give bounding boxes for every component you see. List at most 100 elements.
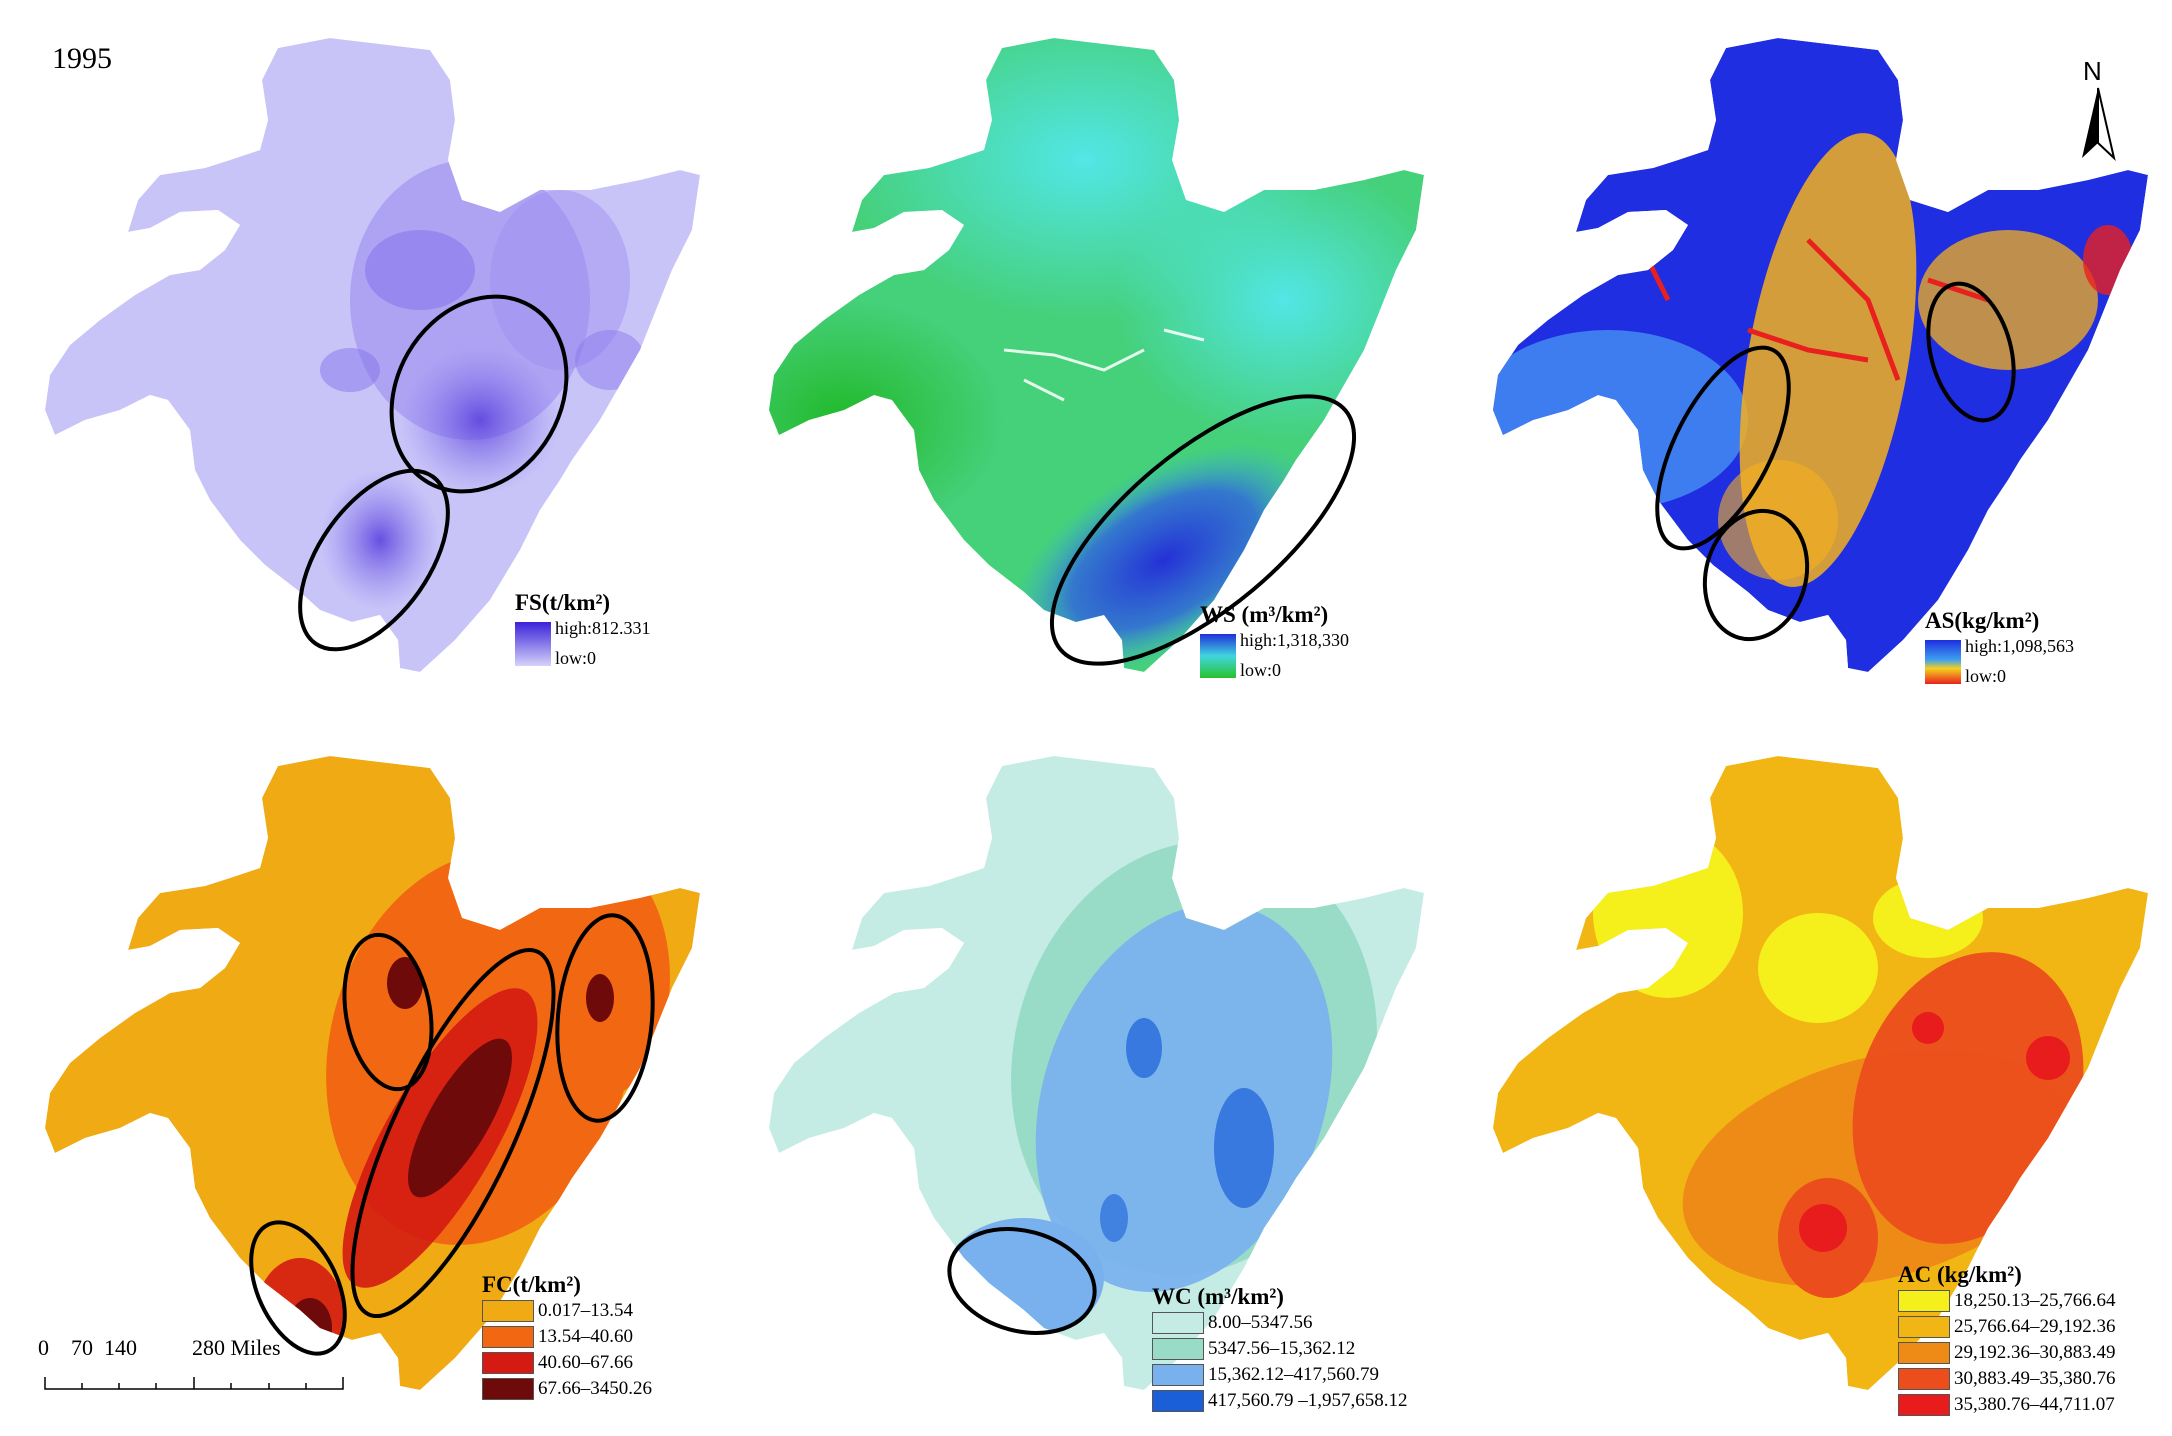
as-highlight-ellipse-3 xyxy=(1926,281,2016,423)
wc-legend-title: WC (m³/km²) xyxy=(1152,1284,1284,1309)
ws-south-blue xyxy=(1010,444,1318,672)
ac-map-panel xyxy=(1448,718,2172,1436)
as-map xyxy=(1493,38,2148,672)
fc-highlight-ellipse-3 xyxy=(555,913,655,1123)
ws-legend: WS (m³/km²) high:1,318,330 low:0 xyxy=(1200,602,1349,680)
north-arrow-icon xyxy=(2082,87,2116,161)
as-east-orange xyxy=(1918,230,2098,370)
fc-highlight-ellipse-4 xyxy=(249,1220,347,1356)
fc-highlight-ellipse-2 xyxy=(350,947,556,1319)
fc-swatch xyxy=(482,1300,534,1322)
fc-class-label: 67.66–3450.26 xyxy=(538,1378,652,1399)
ac-legend-row: 18,250.13–25,766.64 xyxy=(1898,1288,2116,1314)
fs-highlight-ellipse-2 xyxy=(298,468,450,652)
fs-map-panel xyxy=(0,0,724,718)
ac-swatch xyxy=(1898,1342,1950,1364)
wc-legend: WC (m³/km²) 8.00–5347.56 5347.56–15,362.… xyxy=(1152,1284,1408,1414)
ac-red-hotspot-2 xyxy=(2026,1036,2070,1080)
ac-yellow-zone-1 xyxy=(1593,828,1743,998)
scale-bar-labels: 0 70 140 280 Miles xyxy=(38,1335,281,1361)
wc-legend-row: 5347.56–15,362.12 xyxy=(1152,1336,1408,1362)
fc-legend-row: 67.66–3450.26 xyxy=(482,1376,652,1402)
ws-legend-low: low:0 xyxy=(1240,660,1282,680)
wc-class-label: 8.00–5347.56 xyxy=(1208,1312,1313,1333)
scale-tick-0: 0 xyxy=(38,1335,49,1360)
ac-legend: AC (kg/km²) 18,250.13–25,766.64 25,766.6… xyxy=(1898,1262,2116,1418)
fc-swatch xyxy=(482,1326,534,1348)
ws-highlight-ellipse xyxy=(1049,394,1357,666)
scale-tick-280: 280 Miles xyxy=(192,1335,281,1360)
ac-legend-row: 29,192.36–30,883.49 xyxy=(1898,1340,2116,1366)
ws-legend-high: high:1,318,330 xyxy=(1240,630,1350,650)
fc-class-label: 13.54–40.60 xyxy=(538,1326,633,1347)
fc-legend-row: 0.017–13.54 xyxy=(482,1298,652,1324)
wc-legend-row: 15,362.12–417,560.79 xyxy=(1152,1362,1408,1388)
ac-legend-row: 25,766.64–29,192.36 xyxy=(1898,1314,2116,1340)
ac-yellow-zone-3 xyxy=(1873,878,1983,958)
ws-map-panel xyxy=(724,0,1448,718)
as-legend-high: high:1,098,563 xyxy=(1965,636,2075,656)
as-highlight-ellipse-1 xyxy=(1655,345,1791,551)
as-highlight-ellipse-2 xyxy=(1702,508,1810,642)
wc-class-label: 15,362.12–417,560.79 xyxy=(1208,1364,1379,1385)
fc-legend-row: 40.60–67.66 xyxy=(482,1350,652,1376)
fs-north-patch xyxy=(365,230,475,310)
north-arrow-label: N xyxy=(2083,56,2102,86)
ac-class-label: 25,766.64–29,192.36 xyxy=(1954,1316,2116,1337)
scale-bar: 0 70 140 280 Miles xyxy=(38,1335,398,1395)
ac-map xyxy=(1493,756,2148,1390)
fc-darkred-core xyxy=(408,1038,512,1198)
scale-tick-140: 140 xyxy=(104,1335,137,1360)
ac-legend-row: 30,883.49–35,380.76 xyxy=(1898,1366,2116,1392)
ws-color-ramp xyxy=(1200,634,1236,678)
wc-dark-blue-patch xyxy=(1214,1088,1274,1208)
ws-map xyxy=(769,38,1424,672)
fc-legend-title: FC(t/km²) xyxy=(482,1272,581,1297)
fs-color-ramp xyxy=(515,622,551,666)
ac-swatch xyxy=(1898,1316,1950,1338)
fc-map xyxy=(45,756,700,1390)
figure-year: 1995 xyxy=(52,42,112,75)
ac-swatch xyxy=(1898,1290,1950,1312)
fc-legend: FC(t/km²) 0.017–13.54 13.54–40.60 40.60–… xyxy=(482,1272,652,1402)
fc-swatch xyxy=(482,1378,534,1400)
ws-river-lines xyxy=(1003,328,1205,402)
ac-class-label: 35,380.76–44,711.07 xyxy=(1954,1394,2115,1415)
as-legend: AS(kg/km²) high:1,098,563 low:0 xyxy=(1925,608,2074,686)
ac-red-hotspot-1 xyxy=(1912,1012,1944,1044)
as-red-patch xyxy=(1588,240,1610,280)
ac-legend-row: 35,380.76–44,711.07 xyxy=(1898,1392,2116,1418)
ac-class-label: 18,250.13–25,766.64 xyxy=(1954,1290,2116,1311)
wc-class-label: 5347.56–15,362.12 xyxy=(1208,1338,1356,1359)
ws-legend-title: WS (m³/km²) xyxy=(1200,602,1329,627)
fc-legend-row: 13.54–40.60 xyxy=(482,1324,652,1350)
wc-map xyxy=(769,756,1424,1390)
as-west-lightblue xyxy=(1493,330,1748,510)
fs-legend: FS(t/km²) high:812.331 low:0 xyxy=(515,590,651,668)
as-legend-title: AS(kg/km²) xyxy=(1925,608,2040,633)
ws-west-green xyxy=(769,300,1004,540)
fc-class-label: 40.60–67.66 xyxy=(538,1352,633,1373)
fs-legend-title: FS(t/km²) xyxy=(515,590,611,615)
as-red-streaks xyxy=(1557,238,1989,463)
ac-class-label: 30,883.49–35,380.76 xyxy=(1954,1368,2116,1389)
ac-swatch xyxy=(1898,1394,1950,1416)
fc-map-panel xyxy=(0,718,724,1436)
wc-class-label: 417,560.79 –1,957,658.12 xyxy=(1208,1390,1408,1411)
as-map-panel xyxy=(1448,0,2172,718)
wc-swatch xyxy=(1152,1312,1204,1334)
fs-highlight-ellipse-1 xyxy=(389,294,569,494)
wc-swatch xyxy=(1152,1390,1204,1412)
fs-legend-high: high:812.331 xyxy=(555,618,651,638)
scale-tick-70: 70 xyxy=(71,1335,93,1360)
wc-highlight-ellipse xyxy=(947,1227,1097,1335)
wc-legend-row: 417,560.79 –1,957,658.12 xyxy=(1152,1388,1408,1414)
wc-swatch xyxy=(1152,1338,1204,1360)
ac-legend-title: AC (kg/km²) xyxy=(1898,1262,2022,1287)
ac-yellow-zone-2 xyxy=(1758,913,1878,1023)
fs-legend-low: low:0 xyxy=(555,648,597,668)
wc-legend-row: 8.00–5347.56 xyxy=(1152,1310,1408,1336)
fc-class-label: 0.017–13.54 xyxy=(538,1300,633,1321)
ac-class-label: 29,192.36–30,883.49 xyxy=(1954,1342,2116,1363)
as-color-ramp xyxy=(1925,640,1961,684)
